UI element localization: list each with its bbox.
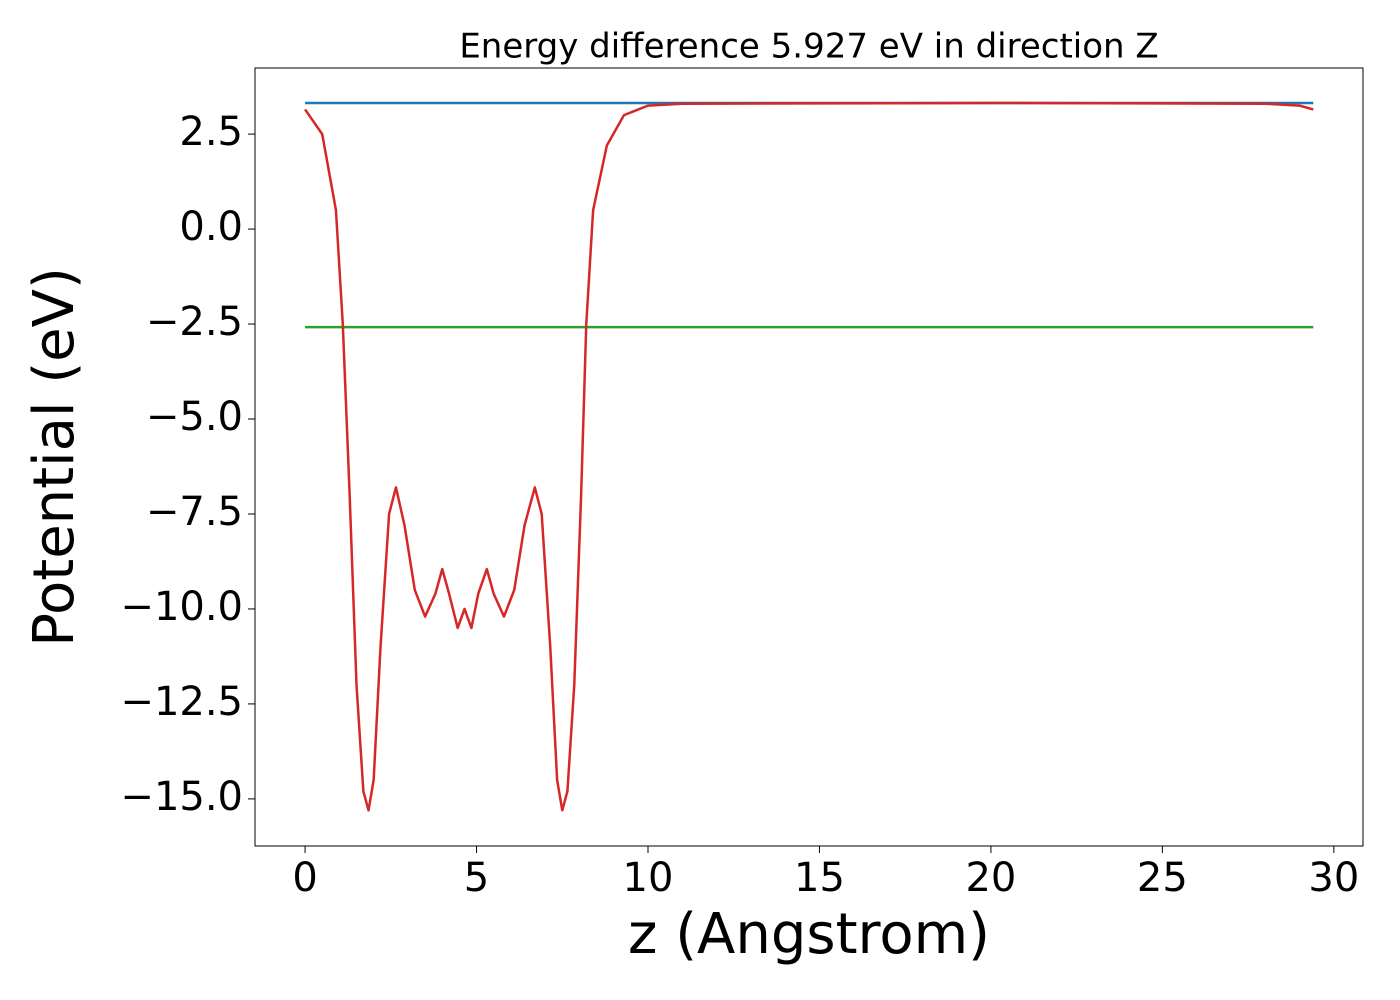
y-tick-label: −15.0	[120, 774, 243, 820]
x-tick-label: 10	[623, 855, 674, 901]
y-tick-label: −12.5	[120, 679, 243, 725]
y-tick-label: −2.5	[146, 299, 243, 345]
x-tick-label: 30	[1308, 855, 1359, 901]
y-tick-label: −5.0	[146, 394, 243, 440]
plot-frame	[254, 67, 1364, 847]
y-tick-label: −10.0	[120, 584, 243, 630]
y-axis-label: Potential (eV)	[22, 267, 87, 647]
line	[304, 101, 1314, 812]
x-tick-label: 25	[1137, 855, 1188, 901]
x-tick-label: 5	[464, 855, 489, 901]
x-axis-label: z (Angstrom)	[628, 902, 990, 967]
chart-title: Energy difference 5.927 eV in direction …	[459, 27, 1158, 67]
y-tick-label: 2.5	[179, 109, 243, 155]
y-tick-label: −7.5	[146, 489, 243, 535]
x-tick-label: 15	[794, 855, 845, 901]
y-tick-label: 0.0	[179, 204, 243, 250]
x-tick-label: 0	[292, 855, 317, 901]
x-tick-label: 20	[965, 855, 1016, 901]
